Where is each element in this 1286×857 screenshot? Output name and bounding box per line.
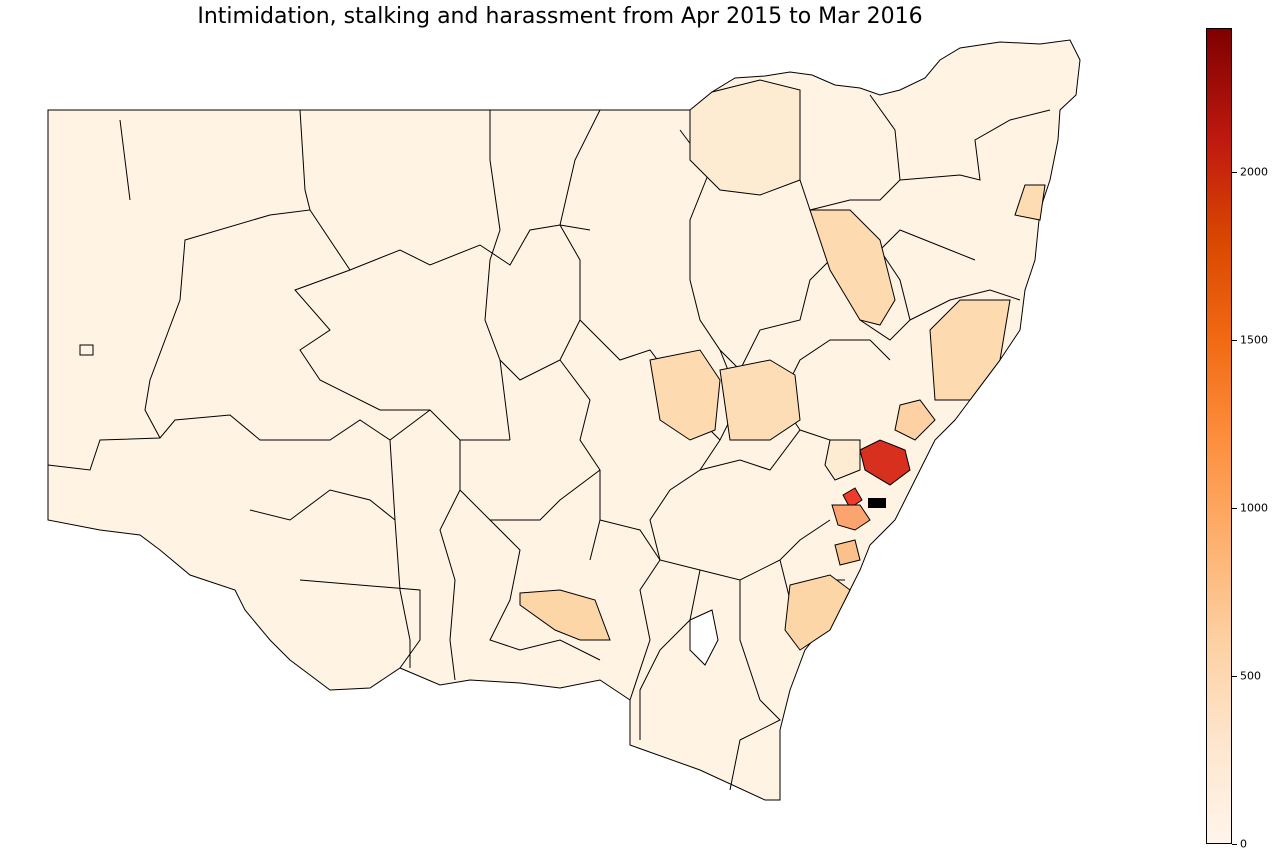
sydney-cluster [868,498,886,508]
colorbar [1206,28,1232,844]
colorbar-tick-label: 1500 [1240,333,1268,347]
colorbar-tick [1232,340,1237,342]
small-enclave [79,344,94,356]
colorbar-tick-label: 0 [1240,837,1247,851]
colorbar-tick [1232,508,1237,510]
region-central [719,359,801,441]
region-hunter [824,439,861,481]
region-north-central [809,209,896,326]
act-territory [689,609,719,666]
colorbar-tick-label: 1000 [1240,501,1268,515]
map-title: Intimidation, stalking and harassment fr… [197,4,923,29]
region-far-north-coast [1014,184,1046,221]
region-sydney-basin [831,504,871,531]
region-sydney-west [842,487,863,509]
colorbar-tick-label: 2000 [1240,165,1268,179]
region-southern-tablelands [784,574,851,651]
region-newcastle [894,399,936,441]
region-north-upper [689,79,801,196]
region-central-coast-red [859,439,911,486]
region-west-central [649,349,721,441]
colorbar-tick [1232,844,1237,845]
region-south-coast-north [834,539,861,566]
region-riverina [519,589,611,641]
region-northeast-coast [929,299,1011,401]
colorbar-tick [1232,172,1237,174]
colorbar-tick [1232,676,1237,678]
colorbar-tick-label: 500 [1240,669,1261,683]
